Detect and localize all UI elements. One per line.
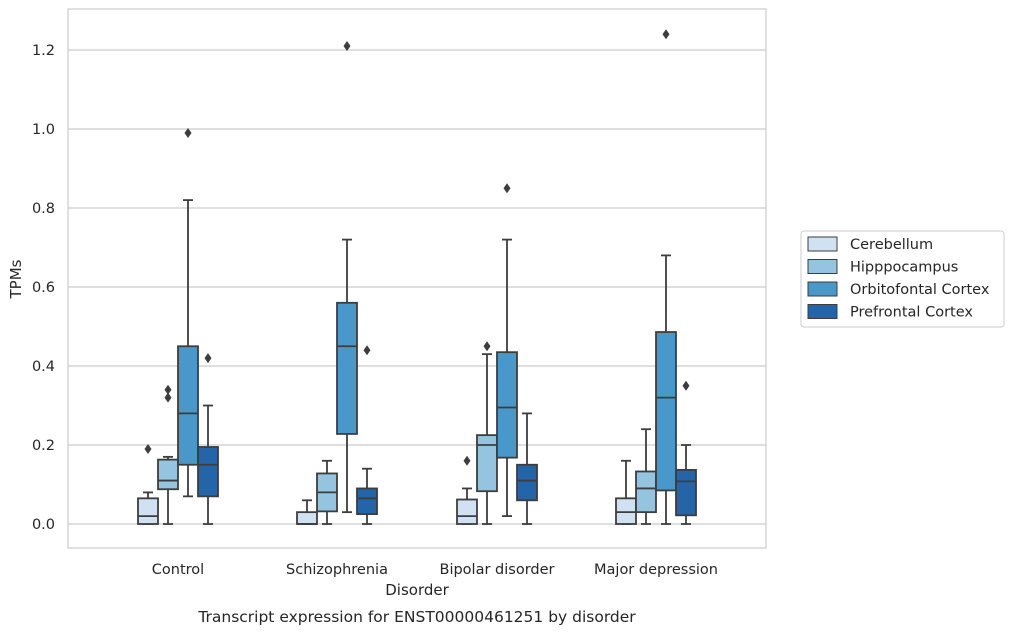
- box: [157, 384, 179, 525]
- box-body: [137, 497, 159, 525]
- box: [675, 380, 697, 525]
- box: [496, 183, 518, 517]
- x-tick-label: Major depression: [594, 562, 718, 578]
- box: [476, 341, 498, 525]
- box-body: [655, 331, 677, 492]
- legend-swatch: [807, 281, 838, 297]
- x-axis-ticks: Control Schizophrenia Bipolar disorder Majo…: [152, 562, 718, 578]
- box: [655, 29, 677, 525]
- box-body: [496, 351, 518, 459]
- box-body: [516, 463, 538, 502]
- legend-swatch: [807, 236, 838, 252]
- box-body: [177, 345, 199, 466]
- outlier-point: [343, 41, 351, 52]
- series-hipppocampus: [157, 341, 657, 525]
- y-axis-label: TPMs: [7, 259, 25, 299]
- y-tick-label: 0.8: [32, 201, 55, 217]
- series-prefrontal-cortex: [197, 345, 697, 525]
- y-tick-label: 1.2: [32, 43, 55, 59]
- y-tick-label: 0.0: [32, 517, 55, 533]
- box-body: [296, 511, 318, 525]
- y-axis-ticks: 0.0 0.2 0.4 0.6 0.8 1.0 1.2: [32, 43, 55, 533]
- box-body: [635, 470, 657, 514]
- box-body: [356, 487, 378, 516]
- box-series: [137, 29, 697, 525]
- y-tick-label: 0.4: [32, 359, 55, 375]
- x-tick-label: Schizophrenia: [286, 562, 388, 578]
- y-tick-label: 1.0: [32, 122, 55, 138]
- box: [177, 127, 199, 498]
- box: [336, 41, 358, 514]
- series-cerebellum: [137, 443, 637, 525]
- box-body: [615, 497, 637, 525]
- legend: Cerebellum Hipppocampus Orbitofontal Corte…: [800, 230, 1005, 328]
- legend-label: Cerebellum: [850, 237, 933, 253]
- series-orbitofontal-cortex: [177, 29, 677, 525]
- box: [456, 455, 478, 525]
- outlier-point: [164, 392, 172, 403]
- y-tick-label: 0.6: [32, 280, 55, 296]
- legend-label: Orbitofontal Cortex: [850, 282, 990, 298]
- legend-label: Hipppocampus: [850, 260, 958, 276]
- box-body: [336, 301, 358, 435]
- y-tick-label: 0.2: [32, 438, 55, 454]
- x-axis-label: Disorder: [385, 581, 449, 599]
- outlier-point: [682, 380, 690, 391]
- box-body: [456, 498, 478, 525]
- box-body: [197, 446, 219, 498]
- plot-frame: [67, 8, 767, 549]
- outlier-point: [463, 455, 471, 466]
- box: [137, 443, 159, 525]
- box: [635, 428, 657, 525]
- box-body: [675, 468, 697, 517]
- outlier-point: [204, 353, 212, 364]
- box-body: [476, 434, 498, 493]
- outlier-point: [144, 443, 152, 454]
- box: [615, 459, 637, 525]
- box: [296, 499, 318, 525]
- x-tick-label: Control: [152, 562, 204, 578]
- chart-caption: Transcript expression for ENST0000046125…: [197, 608, 636, 626]
- box: [316, 459, 338, 525]
- box: [516, 412, 538, 525]
- x-tick-label: Bipolar disorder: [440, 562, 555, 578]
- legend-swatch: [807, 304, 838, 319]
- legend-label: Prefrontal Cortex: [850, 305, 973, 321]
- outlier-point: [503, 183, 511, 194]
- outlier-point: [662, 29, 670, 40]
- legend-swatch: [807, 259, 838, 274]
- box-body: [157, 458, 179, 491]
- outlier-point: [164, 384, 172, 395]
- outlier-point: [363, 345, 371, 356]
- legend-frame: [800, 230, 1005, 328]
- outlier-point: [483, 341, 491, 352]
- box: [356, 345, 378, 525]
- outlier-point: [184, 127, 192, 138]
- box: [197, 353, 219, 525]
